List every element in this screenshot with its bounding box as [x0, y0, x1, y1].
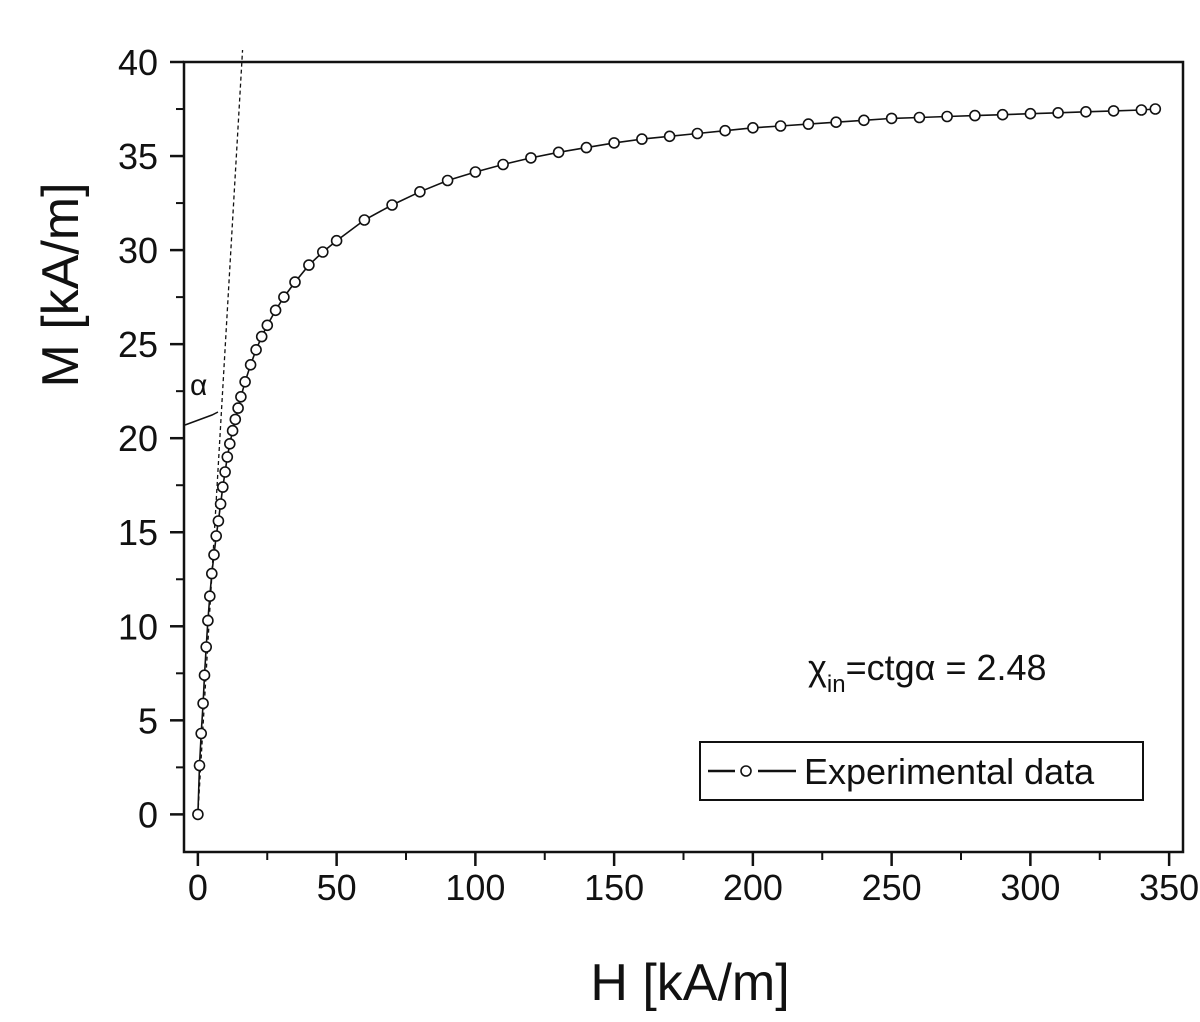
y-tick-label: 0: [138, 794, 158, 835]
x-tick-label: 300: [1000, 867, 1060, 908]
y-tick-label: 10: [118, 606, 158, 647]
data-point: [580, 141, 593, 154]
data-point: [552, 146, 565, 159]
data-point: [330, 234, 343, 247]
data-point: [1080, 106, 1092, 118]
data-point: [469, 166, 482, 178]
legend: Experimental data: [699, 741, 1144, 801]
data-point: [663, 130, 676, 143]
data-point: [261, 319, 274, 332]
plot-area: 0 50 100 150 200 250 300 350 0 5 10 15 20 25 30 35 40: [118, 42, 1199, 908]
data-point: [232, 402, 244, 414]
data-point: [202, 614, 214, 627]
data-point: [219, 466, 231, 478]
data-point: [235, 390, 247, 403]
data-point: [206, 567, 218, 580]
data-point: [441, 174, 454, 187]
y-tick-label: 5: [138, 700, 158, 741]
y-tick-label: 40: [118, 42, 158, 83]
data-point: [226, 424, 239, 437]
x-tick-label: 0: [188, 867, 208, 908]
x-tick-label: 200: [723, 867, 783, 908]
x-tick-label: 250: [862, 867, 922, 908]
data-point: [1052, 107, 1064, 119]
data-point: [691, 127, 704, 140]
data-point: [414, 186, 426, 198]
data-point: [358, 214, 371, 226]
data-point: [1107, 105, 1120, 117]
data-point: [719, 124, 731, 137]
data-point: [221, 451, 234, 463]
data-point: [316, 246, 329, 258]
data-point: [608, 137, 620, 149]
data-point: [1024, 107, 1037, 120]
data-point: [244, 358, 257, 371]
series-line: [197, 108, 1156, 815]
data-point: [212, 515, 225, 527]
x-tick-label: 350: [1139, 867, 1199, 908]
y-tick-label: 15: [118, 512, 158, 553]
y-tick-label: 35: [118, 136, 158, 177]
data-point: [197, 697, 209, 710]
alpha-label: α: [190, 369, 207, 402]
data-point: [255, 330, 268, 343]
data-point: [210, 530, 222, 542]
data-series: [192, 103, 1162, 821]
data-point: [224, 437, 236, 450]
plot-frame: [182, 60, 1185, 854]
data-point: [198, 669, 211, 682]
x-tick-label: 150: [584, 867, 644, 908]
x-tick-label: 50: [317, 867, 357, 908]
data-point: [830, 116, 842, 128]
data-point: [278, 291, 290, 303]
data-point: [386, 199, 398, 211]
data-point: [229, 413, 242, 426]
y-tick-label: 20: [118, 418, 158, 459]
data-point: [858, 114, 870, 127]
data-point: [996, 108, 1009, 121]
data-point: [636, 133, 648, 145]
data-point: [193, 759, 206, 772]
tangent-line: [197, 49, 244, 815]
data-point: [802, 118, 815, 130]
legend-label: Experimental data: [804, 751, 1095, 792]
data-point: [269, 304, 282, 317]
data-point: [195, 727, 207, 740]
axis-ticks: 0 50 100 150 200 250 300 350 0 5 10 15 20 25 30 35 40: [118, 42, 1199, 908]
data-point: [913, 111, 926, 124]
data-point: [497, 158, 509, 171]
data-point: [969, 109, 981, 122]
data-point: [885, 112, 898, 125]
data-point: [303, 259, 315, 271]
data-point: [217, 481, 229, 493]
data-point: [1149, 103, 1162, 115]
data-point: [192, 808, 204, 821]
chi-symbol: χ: [808, 647, 827, 688]
chi-expression: =ctgα = 2.48: [846, 647, 1047, 688]
data-point: [204, 590, 216, 603]
data-point: [200, 641, 212, 653]
x-tick-label: 100: [445, 867, 505, 908]
legend-marker: [740, 765, 752, 777]
alpha-angle-marker: [184, 411, 219, 426]
data-point: [289, 276, 301, 288]
data-point: [250, 343, 262, 356]
y-tick-label: 25: [118, 324, 158, 365]
chi-annotation: χin=ctgα = 2.48: [808, 647, 1047, 698]
y-axis-label: M [kA/m]: [32, 182, 90, 387]
data-point: [1135, 104, 1148, 116]
data-point: [525, 152, 537, 164]
tangent-line-group: [197, 49, 244, 815]
data-point: [774, 120, 787, 132]
data-point: [747, 122, 759, 134]
data-point: [941, 110, 953, 123]
data-point: [239, 375, 251, 388]
x-axis-label: H [kA/m]: [590, 954, 789, 1012]
chi-subscript: in: [827, 671, 846, 698]
y-tick-label: 30: [118, 230, 158, 271]
data-point: [214, 498, 227, 510]
data-point: [208, 548, 220, 561]
